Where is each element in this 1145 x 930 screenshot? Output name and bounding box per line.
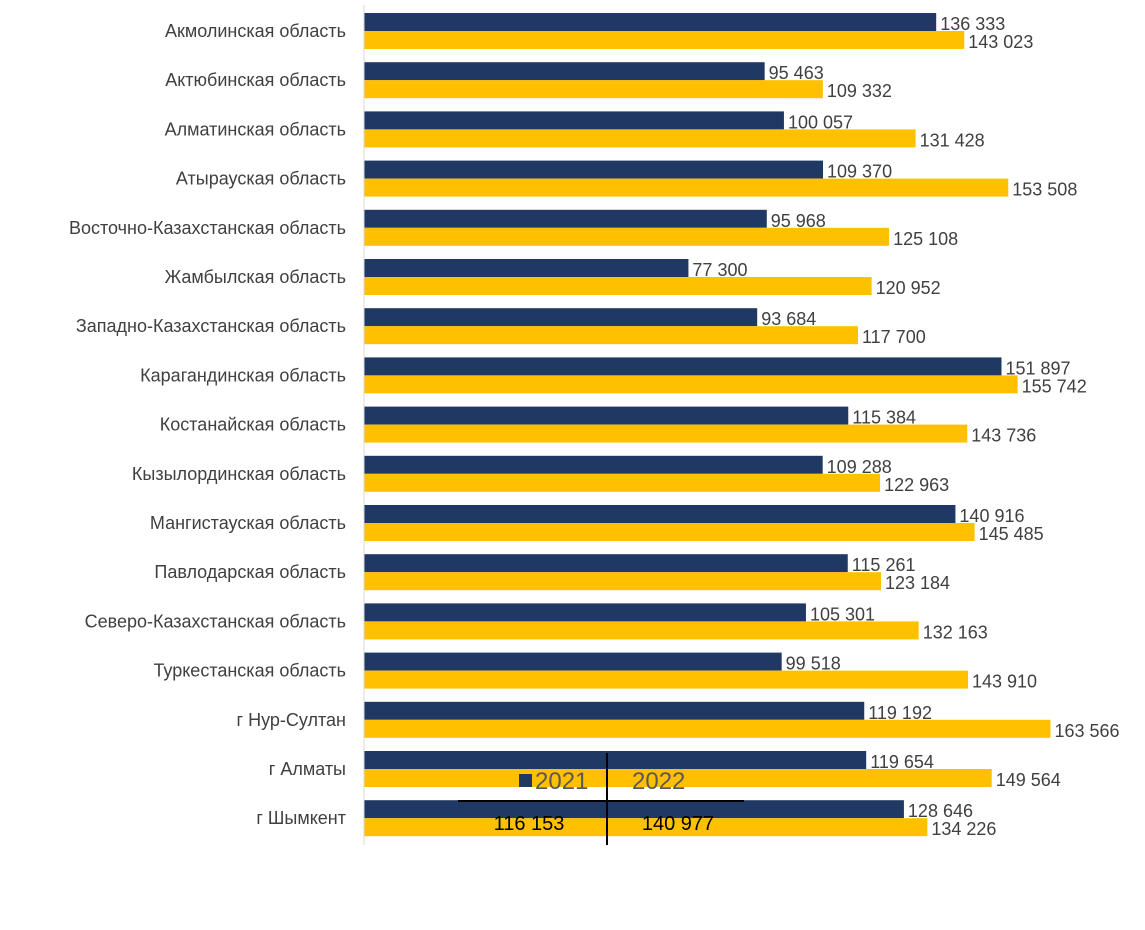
category-label-0: Акмолинская область	[165, 21, 346, 41]
value-label-2021-0: 136 333	[940, 14, 1005, 34]
value-label-2021-11: 115 261	[852, 555, 916, 575]
value-label-2021-3: 109 370	[827, 162, 892, 182]
category-label-8: Костанайская область	[160, 415, 346, 435]
bar-2022-2	[364, 129, 916, 148]
bar-2021-9	[364, 455, 823, 474]
category-label-1: Актюбинская область	[165, 70, 346, 90]
value-label-2021-4: 95 968	[771, 211, 826, 231]
category-label-7: Карагандинская область	[140, 365, 346, 385]
category-label-16: г Шымкент	[256, 808, 346, 828]
category-label-12: Северо-Казахстанская область	[85, 611, 346, 631]
value-label-2022-9: 122 963	[884, 475, 949, 495]
bar-2022-11	[364, 572, 882, 591]
category-label-5: Жамбылская область	[165, 267, 346, 287]
bar-2021-16	[364, 800, 904, 819]
value-label-2021-12: 105 301	[810, 604, 875, 624]
legend-swatch-2022	[616, 774, 629, 787]
category-label-9: Кызылординская область	[132, 464, 346, 484]
category-label-3: Атырауская область	[176, 169, 346, 189]
bar-2022-16	[364, 818, 928, 837]
value-label-2022-4: 125 108	[893, 229, 958, 249]
category-label-2: Алматинская область	[165, 119, 346, 139]
totals-table: 116 153 140 977	[458, 753, 744, 845]
total-2021: 116 153	[494, 813, 565, 835]
value-label-2022-7: 155 742	[1022, 376, 1087, 396]
bar-2022-0	[364, 31, 965, 49]
total-2022: 140 977	[642, 813, 714, 835]
category-label-4: Восточно-Казахстанская область	[69, 218, 346, 238]
value-label-2022-3: 153 508	[1012, 180, 1077, 200]
bar-2022-3	[364, 178, 1009, 197]
legend: 2021 2022	[519, 768, 685, 795]
value-label-2022-8: 143 736	[971, 426, 1036, 446]
value-label-2022-5: 120 952	[876, 278, 941, 298]
bar-2021-12	[364, 603, 806, 622]
bar-2021-6	[364, 308, 758, 327]
value-label-2022-15: 149 564	[996, 770, 1061, 790]
value-label-2022-2: 131 428	[920, 130, 985, 150]
bar-2021-10	[364, 505, 956, 523]
category-label-10: Мангистауская область	[150, 513, 346, 533]
value-label-2022-13: 143 910	[972, 672, 1037, 692]
bar-2021-4	[364, 209, 767, 228]
bar-2021-1	[364, 62, 765, 81]
bar-2021-13	[364, 652, 782, 671]
value-label-2022-10: 145 485	[979, 524, 1044, 544]
category-label-6: Западно-Казахстанская область	[76, 316, 346, 336]
bar-2021-3	[364, 160, 824, 179]
value-label-2022-14: 163 566	[1054, 721, 1119, 741]
value-label-2022-6: 117 700	[862, 327, 926, 347]
category-label-11: Павлодарская область	[154, 562, 346, 582]
value-label-2021-10: 140 916	[959, 506, 1024, 526]
bar-2022-5	[364, 277, 872, 295]
legend-label-2022: 2022	[632, 768, 685, 795]
bar-2021-11	[364, 554, 848, 573]
bar-2022-13	[364, 670, 968, 689]
bar-2021-14	[364, 701, 865, 720]
bar-2022-12	[364, 621, 919, 640]
category-label-14: г Нур-Султан	[237, 710, 346, 730]
bar-2022-8	[364, 424, 968, 443]
value-label-2021-2: 100 057	[788, 112, 853, 132]
value-label-2022-0: 143 023	[968, 32, 1033, 52]
bar-2021-8	[364, 406, 849, 425]
bar-2021-5	[364, 259, 689, 277]
bar-2022-6	[364, 326, 858, 345]
value-label-2022-16: 134 226	[931, 819, 996, 839]
value-label-2021-7: 151 897	[1006, 358, 1071, 378]
bar-2022-4	[364, 227, 890, 246]
bar-2022-10	[364, 523, 975, 541]
value-label-2022-1: 109 332	[827, 81, 892, 101]
value-label-2021-13: 99 518	[786, 654, 841, 674]
value-label-2021-6: 93 684	[761, 309, 816, 329]
bar-2021-2	[364, 111, 784, 130]
value-label-2021-5: 77 300	[692, 260, 747, 280]
value-label-2022-12: 132 163	[923, 622, 988, 642]
value-label-2021-15: 119 654	[870, 752, 934, 772]
legend-swatch-2021	[519, 774, 532, 787]
value-label-2021-14: 119 192	[868, 703, 932, 723]
bar-2021-15	[364, 751, 867, 769]
value-label-2021-16: 128 646	[908, 801, 973, 821]
value-label-2022-11: 123 184	[885, 573, 950, 593]
bar-2021-7	[364, 357, 1002, 376]
bar-2022-9	[364, 473, 881, 492]
value-label-2021-1: 95 463	[769, 63, 824, 83]
category-label-13: Туркестанская область	[153, 661, 346, 681]
value-label-2021-8: 115 384	[852, 408, 916, 428]
legend-label-2021: 2021	[535, 768, 588, 795]
bar-2022-14	[364, 719, 1051, 738]
value-label-2021-9: 109 288	[827, 457, 892, 477]
bar-2021-0	[364, 13, 937, 31]
bar-2022-1	[364, 80, 823, 99]
category-label-15: г Алматы	[269, 759, 346, 779]
bar-2022-7	[364, 375, 1018, 394]
